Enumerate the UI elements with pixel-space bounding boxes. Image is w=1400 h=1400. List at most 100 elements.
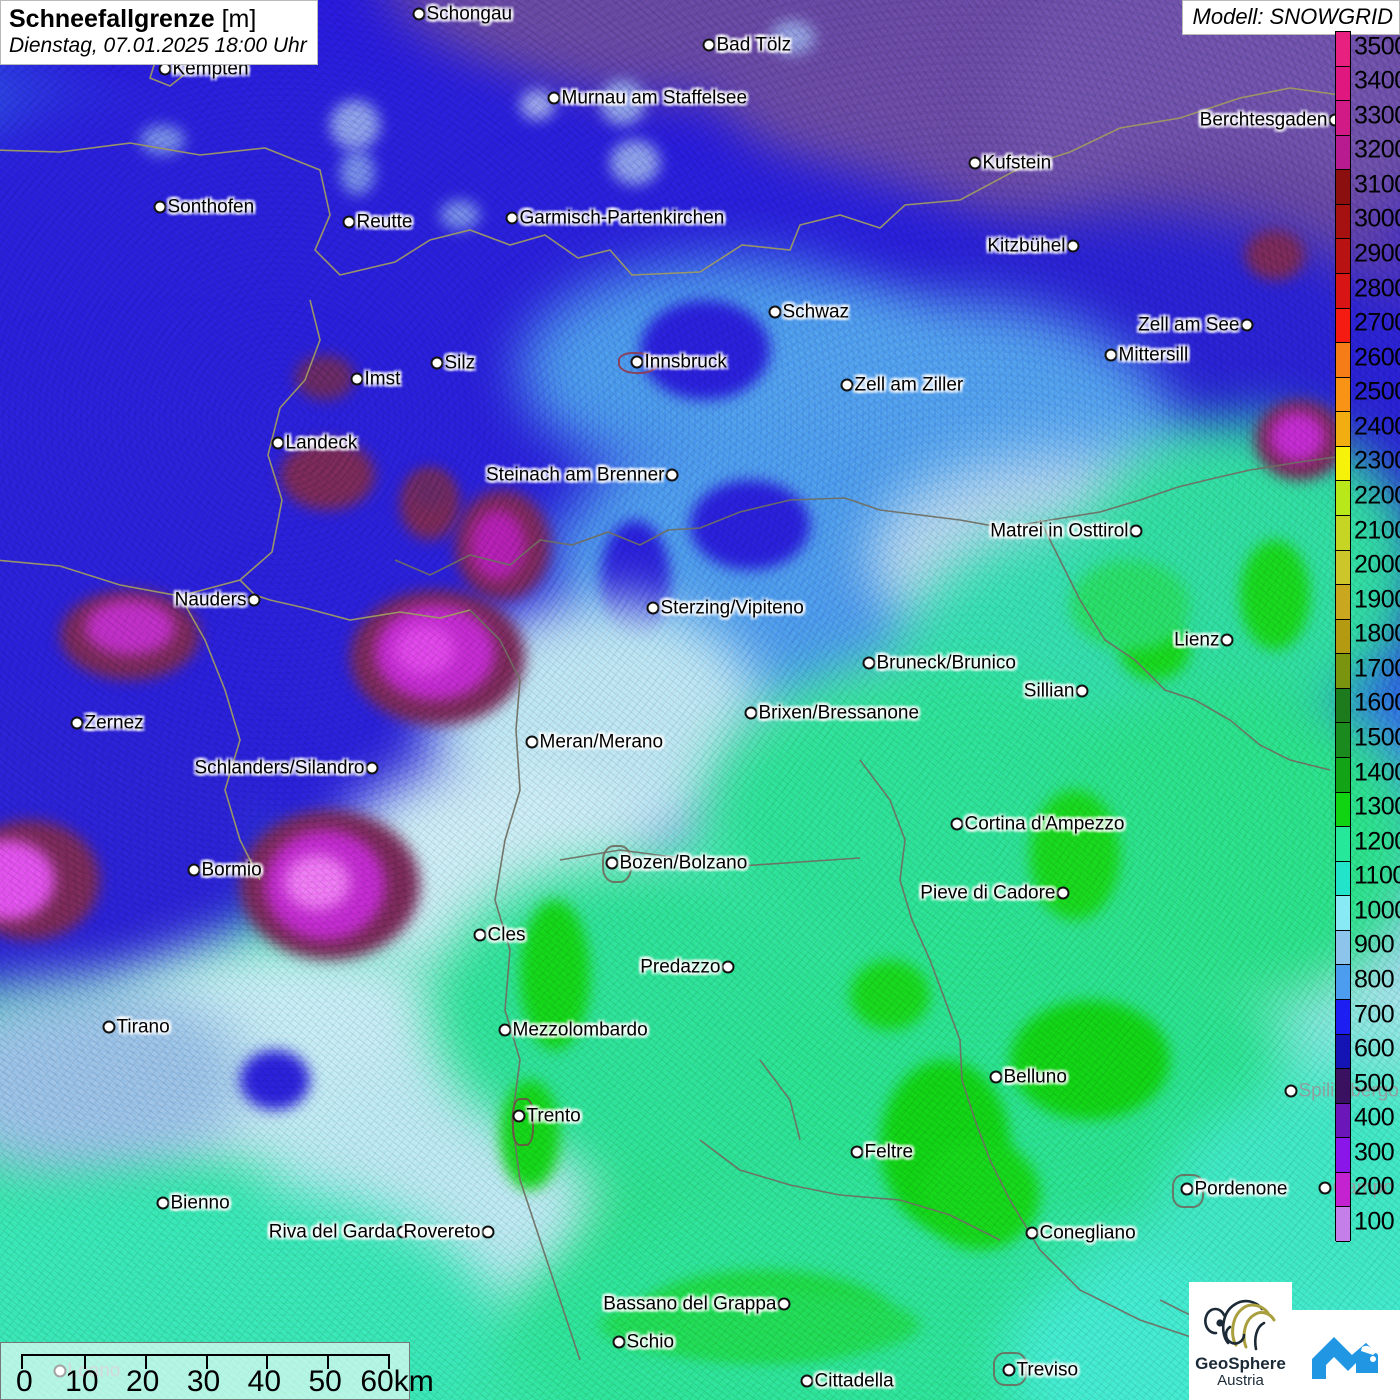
city-marker[interactable]: Steinach am Brenner — [486, 464, 679, 485]
city-marker[interactable]: Coneglianо — [1025, 1222, 1136, 1243]
title-unit: [m] — [221, 5, 257, 33]
city-marker[interactable]: Trento — [512, 1105, 581, 1126]
colorbar-tick-label: 2800 — [1354, 274, 1400, 303]
city-dot-icon — [702, 38, 716, 52]
city-dot-icon — [481, 1225, 495, 1239]
city-dot-icon — [412, 7, 426, 21]
city-marker[interactable]: Innsbruck — [630, 351, 727, 372]
city-marker[interactable]: Kitzbühel — [987, 235, 1080, 256]
city-marker[interactable]: Riva del Garda — [269, 1221, 410, 1242]
city-marker[interactable]: Garmisch-Partenkirchen — [505, 207, 724, 228]
colorbar-tick-label: 3300 — [1354, 101, 1400, 130]
city-marker[interactable]: Meran/Merano — [525, 731, 663, 752]
urban-area-innsbruck — [618, 352, 658, 374]
city-marker[interactable]: Treviso — [1002, 1359, 1078, 1380]
city-marker[interactable]: Zell am Ziller — [840, 374, 963, 395]
colorbar-swatch — [1336, 274, 1350, 309]
city-label: Cittadella — [814, 1370, 894, 1391]
scale-number: 40 — [247, 1365, 282, 1398]
city-dot-icon — [1104, 348, 1118, 362]
city-marker[interactable]: Cortina d'Ampezzo — [950, 813, 1124, 834]
city-label: Bassano del Grappa — [603, 1293, 777, 1314]
city-marker[interactable]: Sterzing/Vipiteno — [646, 597, 804, 618]
city-marker[interactable]: Silz — [430, 352, 475, 373]
city-marker[interactable]: Cittadella — [800, 1370, 894, 1391]
city-dot-icon — [102, 1020, 116, 1034]
city-marker[interactable]: Bienno — [156, 1192, 230, 1213]
city-marker[interactable]: Bormio — [187, 859, 262, 880]
city-marker[interactable]: Sillian — [1024, 680, 1089, 701]
city-marker[interactable]: Belluno — [989, 1066, 1067, 1087]
city-label: Zell am See — [1138, 314, 1240, 335]
colorbar-swatch — [1336, 758, 1350, 793]
city-marker[interactable]: Murnau am Staffelsee — [547, 87, 747, 108]
city-label: Imst — [364, 368, 401, 389]
city-marker[interactable]: Brixen/Bressanone — [744, 702, 919, 723]
city-marker[interactable]: Pieve di Cadore — [920, 882, 1070, 903]
city-marker[interactable]: Reutte — [342, 211, 412, 232]
city-marker[interactable]: Pordenone — [1180, 1178, 1287, 1199]
city-dot-icon — [665, 468, 679, 482]
colorbar-tick-label: 2900 — [1354, 239, 1400, 268]
colorbar-swatch — [1336, 1103, 1350, 1139]
city-dot-icon — [768, 305, 782, 319]
city-marker[interactable]: Mittersill — [1104, 344, 1188, 365]
scale-bar-rule — [21, 1354, 390, 1369]
city-dot-icon — [70, 716, 84, 730]
geosphere-mark-icon — [1203, 1299, 1275, 1350]
colorbar-tick-label: 2500 — [1354, 377, 1400, 406]
colorbar-swatch — [1336, 481, 1350, 516]
city-label: Garmisch-Partenkirchen — [519, 207, 725, 228]
city-dot-icon — [850, 1145, 864, 1159]
city-marker[interactable]: Feltre — [850, 1141, 913, 1162]
city-marker[interactable]: Nauders — [175, 589, 261, 610]
city-label: Feltre — [864, 1141, 914, 1162]
city-marker[interactable]: Schwaz — [768, 301, 849, 322]
city-label: Pieve di Cadore — [920, 882, 1056, 903]
city-marker[interactable]: Schio — [612, 1331, 674, 1352]
city-label: Schwaz — [782, 301, 850, 322]
city-marker[interactable]: Sonthofen — [153, 196, 254, 217]
colorbar-tick-label: 1200 — [1354, 827, 1400, 856]
city-dot-icon — [350, 372, 364, 386]
city-marker[interactable]: Bruneck/Brunico — [862, 652, 1016, 673]
city-marker[interactable]: Zell am See — [1138, 314, 1254, 335]
city-marker[interactable]: Schlanders/Silandro — [194, 757, 379, 778]
logo-strip: GeoSphere Austria — [1189, 1282, 1400, 1400]
city-marker[interactable]: Mezzolombardo — [498, 1019, 648, 1040]
colorbar-tick-label: 2600 — [1354, 343, 1400, 372]
colorbar-tick-label: 1700 — [1354, 654, 1400, 683]
city-label: Innsbruck — [644, 351, 727, 372]
colorbar-tick-label: 500 — [1354, 1069, 1395, 1098]
city-marker[interactable]: Bozen/Bolzano — [605, 852, 747, 873]
colorbar-tick-label: 3100 — [1354, 170, 1400, 199]
scale-tick — [144, 1356, 147, 1369]
city-label: Predazzo — [640, 956, 721, 977]
colorbar-swatch — [1336, 1207, 1350, 1242]
city-marker[interactable]: Imst — [350, 368, 400, 389]
city-marker[interactable]: Matrei in Osttirol — [990, 520, 1143, 541]
city-marker[interactable]: Schongau — [412, 3, 512, 24]
city-label: Treviso — [1016, 1359, 1079, 1380]
city-marker[interactable]: Bassano del Grappa — [603, 1293, 791, 1314]
city-label: Cortina d'Ampezzo — [964, 813, 1125, 834]
city-marker[interactable]: Bad Tölz — [702, 34, 791, 55]
city-marker[interactable]: Zernez — [70, 712, 144, 733]
city-label: Sonthofen — [167, 196, 255, 217]
city-marker[interactable]: Spilimbergo — [1284, 1080, 1399, 1101]
city-marker[interactable]: Lienz — [1174, 629, 1234, 650]
city-marker[interactable]: Cles — [473, 924, 526, 945]
city-label: Zernez — [84, 712, 144, 733]
city-marker[interactable]: Landeck — [271, 432, 357, 453]
city-marker[interactable]: Tirano — [102, 1016, 170, 1037]
colorbar-swatch — [1336, 1172, 1350, 1208]
city-marker[interactable]: Predazzo — [640, 956, 735, 977]
model-label: Modell: SNOWGRID — [1181, 0, 1400, 35]
city-marker[interactable]: Kufstein — [968, 152, 1051, 173]
title-box: Schneefallgrenze [m] Dienstag, 07.01.202… — [0, 0, 318, 65]
geosphere-austria-logo: GeoSphere Austria — [1189, 1282, 1292, 1400]
city-dot-icon — [473, 928, 487, 942]
colorbar-swatch — [1336, 930, 1350, 966]
city-marker[interactable]: Rovereto — [403, 1221, 495, 1242]
